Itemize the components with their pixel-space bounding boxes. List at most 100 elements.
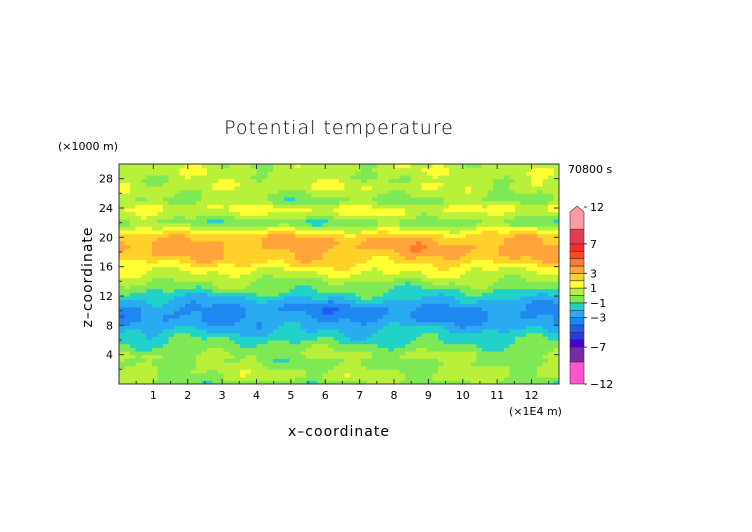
heatmap-cell [471,215,477,220]
heatmap-cell [273,222,279,227]
heatmap-cell [185,351,191,356]
heatmap-cell [163,164,169,169]
heatmap-cell [190,175,197,180]
heatmap-cell [432,171,439,176]
heatmap-cell [372,274,378,279]
heatmap-cell [196,255,202,260]
heatmap-cell [388,296,395,301]
heatmap-cell [454,307,461,312]
heatmap-cell [377,340,384,345]
heatmap-cell [234,226,241,231]
heatmap-cell [449,237,455,242]
heatmap-cell [405,321,411,326]
heatmap-cell [146,189,153,194]
heatmap-cell [300,255,307,260]
heatmap-cell [201,362,208,367]
heatmap-cell [388,186,395,191]
heatmap-cell [350,219,356,224]
heatmap-cell [300,354,307,359]
heatmap-cell [438,226,444,231]
heatmap-cell [168,237,175,242]
x-tick-label: 8 [391,389,398,402]
heatmap-cell [454,362,461,367]
heatmap-cell [493,321,499,326]
heatmap-cell [421,266,428,271]
heatmap-cell [295,336,301,341]
heatmap-cell [542,325,549,330]
heatmap-cell [119,255,125,260]
heatmap-cell [416,296,422,301]
heatmap-cell [465,263,472,268]
heatmap-cell [405,186,411,191]
heatmap-cell [179,376,186,381]
heatmap-cell [317,373,323,378]
heatmap-cell [218,200,224,205]
heatmap-cell [311,175,318,180]
heatmap-cell [427,219,433,224]
heatmap-cell [157,241,164,246]
heatmap-cell [174,263,180,268]
heatmap-cell [295,266,301,271]
heatmap-cell [141,204,147,209]
heatmap-cell [520,343,527,348]
heatmap-cell [179,233,186,238]
heatmap-cell [311,332,318,337]
heatmap-cell [509,263,516,268]
heatmap-cell [245,318,252,323]
heatmap-cell [190,241,197,246]
heatmap-cell [201,307,208,312]
heatmap-cell [394,285,400,290]
heatmap-cell [229,182,235,187]
heatmap-cell [306,362,312,367]
heatmap-cell [245,358,252,363]
heatmap-cell [240,340,246,345]
heatmap-cell [185,215,191,220]
heatmap-cell [289,347,296,352]
heatmap-cell [124,211,131,216]
heatmap-cell [372,230,378,235]
heatmap-cell [311,241,318,246]
y-tick-label: 4 [106,349,113,362]
heatmap-cell [350,204,356,209]
heatmap-cell [476,303,483,308]
heatmap-cell [443,299,450,304]
heatmap-cell [218,274,224,279]
heatmap-cell [251,204,257,209]
heatmap-cell [531,182,538,187]
heatmap-cell [196,204,202,209]
heatmap-cell [454,233,461,238]
heatmap-cell [152,292,158,297]
heatmap-cell [190,259,197,264]
heatmap-cell [383,189,389,194]
heatmap-cell [399,303,406,308]
heatmap-cell [289,193,296,198]
heatmap-cell [245,193,252,198]
heatmap-cell [454,171,461,176]
heatmap-cell [487,292,494,297]
heatmap-cell [300,325,307,330]
heatmap-cell [416,303,422,308]
heatmap-cell [449,296,455,301]
heatmap-cell [179,373,186,378]
heatmap-cell [124,362,131,367]
heatmap-cell [124,336,131,341]
heatmap-cell [185,248,191,253]
heatmap-cell [240,252,246,257]
heatmap-cell [542,292,549,297]
heatmap-cell [273,200,279,205]
heatmap-cell [344,193,351,198]
heatmap-cell [410,164,417,169]
heatmap-cell [504,182,510,187]
heatmap-cell [218,259,224,264]
heatmap-cell [339,193,345,198]
heatmap-cell [251,211,257,216]
heatmap-cell [124,226,131,231]
heatmap-cell [240,354,246,359]
heatmap-cell [537,332,543,337]
heatmap-cell [135,233,142,238]
heatmap-cell [251,336,257,341]
heatmap-cell [520,292,527,297]
heatmap-cell [537,244,543,249]
heatmap-cell [328,270,334,275]
heatmap-cell [196,186,202,191]
